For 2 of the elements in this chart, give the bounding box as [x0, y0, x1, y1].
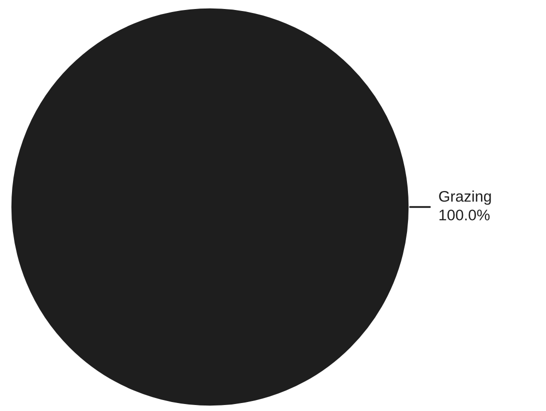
data-label: 100.0%: [440, 210, 490, 220]
slice-label: Grazing: [439, 190, 491, 205]
